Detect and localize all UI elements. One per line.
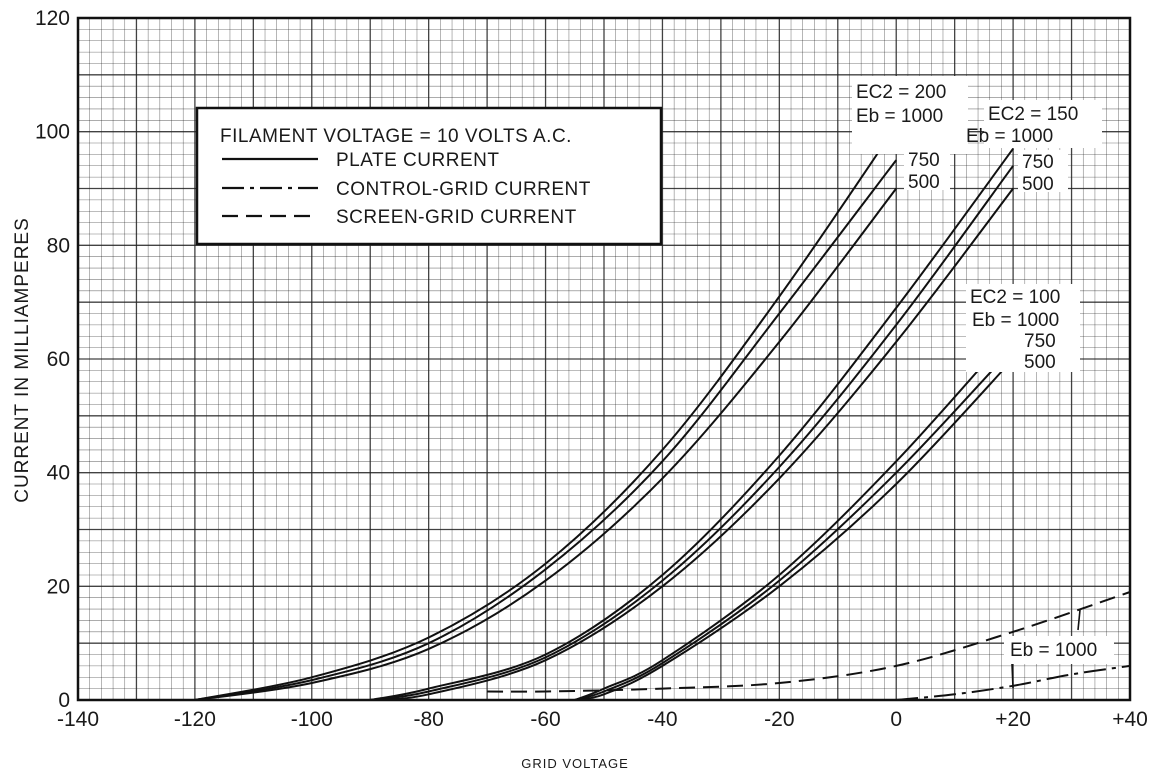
x-tick-label: -140 [57, 708, 99, 731]
plate-current-curve [194, 159, 897, 701]
annotation-bg [852, 76, 968, 154]
y-tick-label: 20 [47, 575, 70, 598]
plate-current-curve [194, 125, 898, 701]
label-500-150: 500 [1022, 174, 1054, 195]
legend: FILAMENT VOLTAGE = 10 VOLTS A.C. PLATE C… [195, 106, 663, 246]
y-tick-label: 120 [35, 7, 70, 30]
y-axis-title: CURRENT IN MILLIAMPERES [12, 217, 33, 503]
label-ec2-200: EC2 = 200 [856, 82, 946, 103]
label-eb-1000-200: Eb = 1000 [856, 106, 943, 127]
label-750-100: 750 [1024, 331, 1056, 352]
annotation-bg [1004, 636, 1114, 664]
label-750-200: 750 [908, 150, 940, 171]
x-tick-label: +20 [995, 708, 1031, 731]
legend-label-control-grid: CONTROL-GRID CURRENT [336, 179, 591, 200]
legend-label-plate: PLATE CURRENT [336, 150, 499, 171]
x-axis-title: GRID VOLTAGE [521, 756, 629, 771]
annotation-bg [904, 146, 950, 190]
annotation-ec2-100: EC2 = 100 Eb = 1000 750 500 [966, 284, 1080, 373]
annotation-ec2-200: EC2 = 200 Eb = 1000 750 500 [852, 76, 968, 193]
label-500-200: 500 [908, 172, 940, 193]
x-tick-label: 0 [890, 708, 902, 731]
plate-current-curve [574, 346, 1014, 701]
plate-current-curve [574, 358, 1014, 701]
label-500-100: 500 [1024, 352, 1056, 373]
curves [194, 125, 1131, 701]
screen-grid-current-curve [487, 591, 1131, 693]
pointer-line [1077, 609, 1081, 631]
legend-title: FILAMENT VOLTAGE = 10 VOLTS A.C. [220, 126, 572, 147]
plate-current-curve [574, 329, 1014, 701]
label-ec2-150: EC2 = 150 [988, 104, 1078, 125]
legend-box [195, 106, 663, 246]
x-tick-label: -80 [413, 708, 443, 731]
label-eb-1000-150: Eb = 1000 [966, 126, 1053, 147]
pointer-line [1011, 663, 1014, 689]
y-tick-label: 100 [35, 121, 70, 144]
plate-current-curve [370, 148, 1014, 701]
annotation-bg [984, 100, 1102, 148]
annotation-ec2-150: EC2 = 150 Eb = 1000 750 500 [966, 100, 1102, 195]
x-tick-label: +40 [1112, 708, 1148, 731]
plot-frame [76, 16, 1132, 702]
label-eb-1000-100: Eb = 1000 [972, 310, 1059, 331]
x-tick-label: -120 [174, 708, 216, 731]
x-tick-label: -100 [291, 708, 333, 731]
label-eb-1000-grid: Eb = 1000 [1010, 640, 1097, 661]
x-tick-label: -20 [764, 708, 794, 731]
plate-current-curve [370, 165, 1014, 701]
annotation-bg [1018, 150, 1068, 192]
annotation-bg [966, 284, 1080, 372]
y-tick-label: 0 [58, 689, 70, 712]
tick-labels: -140 -120 -100 -80 -60 -40 -20 0 +20 +40 0 20 40 60 80… [35, 7, 1148, 731]
legend-label-screen-grid: SCREEN-GRID CURRENT [336, 207, 577, 228]
x-tick-label: -40 [647, 708, 677, 731]
label-750-150: 750 [1022, 152, 1054, 173]
plate-current-curve [370, 187, 1014, 701]
label-ec2-100: EC2 = 100 [970, 287, 1060, 308]
y-tick-label: 40 [47, 462, 70, 485]
annotation-grid-current: Eb = 1000 [1004, 609, 1114, 689]
y-tick-label: 80 [47, 234, 70, 257]
plate-current-curve [194, 187, 897, 701]
y-tick-label: 60 [47, 348, 70, 371]
x-tick-label: -60 [530, 708, 560, 731]
